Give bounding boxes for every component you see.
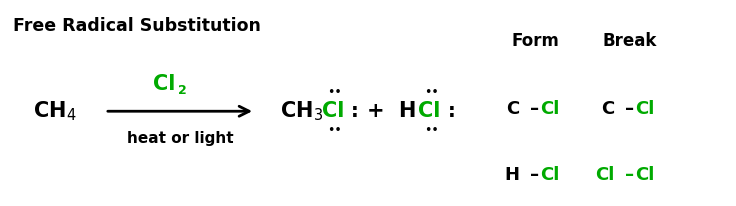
Text: ••: •• bbox=[425, 86, 439, 99]
Text: Cl: Cl bbox=[540, 100, 559, 118]
Text: H: H bbox=[398, 101, 415, 121]
Text: –: – bbox=[531, 100, 539, 118]
Text: ••: •• bbox=[328, 86, 342, 99]
Text: Cl: Cl bbox=[322, 101, 344, 121]
Text: –: – bbox=[626, 166, 634, 184]
Text: CH$_4$: CH$_4$ bbox=[33, 99, 77, 123]
Text: –: – bbox=[531, 166, 539, 184]
Text: Break: Break bbox=[603, 32, 657, 50]
Text: Form: Form bbox=[511, 32, 559, 50]
Text: Free Radical Substitution: Free Radical Substitution bbox=[13, 17, 261, 35]
Text: Cl: Cl bbox=[635, 100, 654, 118]
Text: :: : bbox=[448, 102, 456, 121]
Text: :: : bbox=[351, 102, 358, 121]
Text: CH$_3$: CH$_3$ bbox=[280, 99, 323, 123]
Text: 2: 2 bbox=[178, 84, 187, 97]
Text: Cl: Cl bbox=[635, 166, 654, 184]
Text: C: C bbox=[601, 100, 614, 118]
Text: Cl: Cl bbox=[418, 101, 440, 121]
Text: +: + bbox=[367, 101, 385, 121]
Text: Cl: Cl bbox=[540, 166, 559, 184]
Text: Cl: Cl bbox=[595, 166, 614, 184]
Text: H: H bbox=[504, 166, 519, 184]
Text: ••: •• bbox=[425, 124, 439, 137]
Text: heat or light: heat or light bbox=[127, 131, 233, 146]
Text: ••: •• bbox=[328, 124, 342, 137]
Text: Cl: Cl bbox=[152, 74, 175, 94]
Text: C: C bbox=[506, 100, 519, 118]
Text: –: – bbox=[626, 100, 634, 118]
